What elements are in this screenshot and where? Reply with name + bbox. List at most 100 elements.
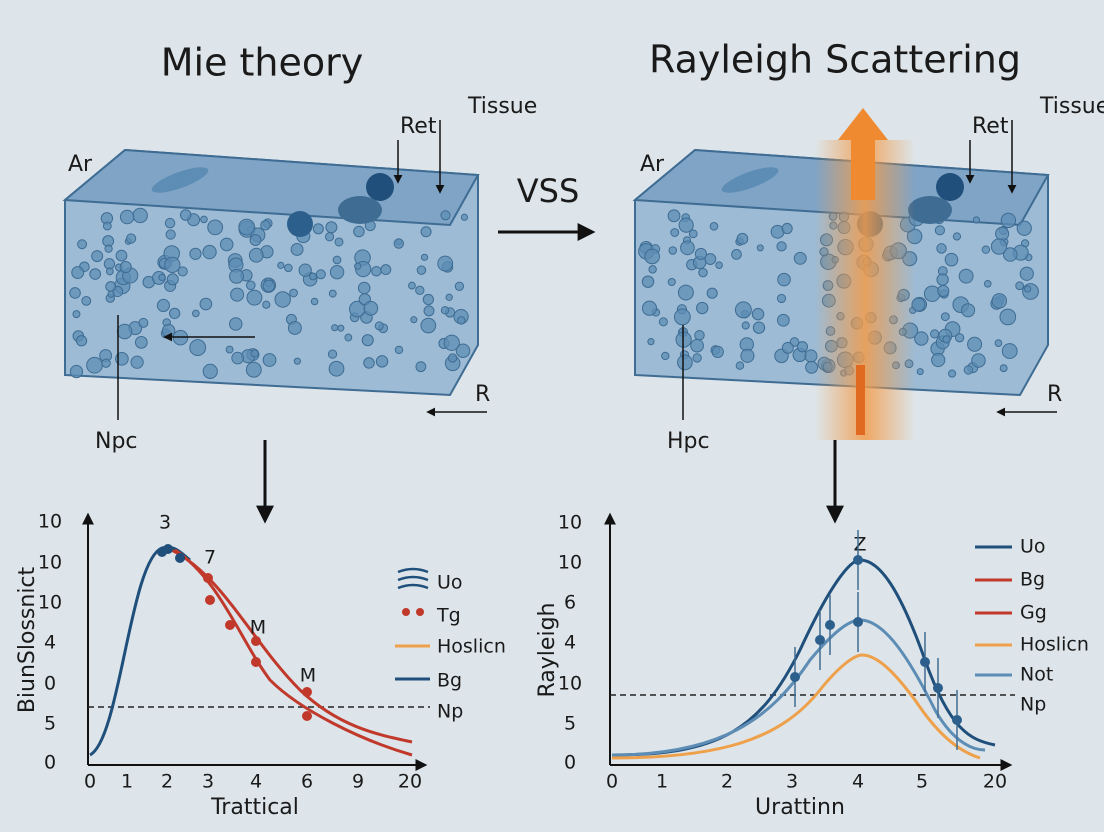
legend-key bbox=[402, 608, 410, 616]
cell bbox=[287, 320, 302, 335]
cell bbox=[940, 312, 950, 322]
cell bbox=[731, 249, 742, 260]
cell bbox=[678, 217, 694, 233]
cell bbox=[354, 262, 362, 270]
cell bbox=[328, 360, 345, 377]
cell bbox=[751, 307, 765, 321]
cell bbox=[374, 321, 384, 331]
cell bbox=[156, 298, 170, 313]
x-tick-label: 20 bbox=[983, 771, 1007, 793]
cell bbox=[89, 268, 102, 280]
y-tick-label: 6 bbox=[564, 592, 576, 614]
cell bbox=[677, 284, 694, 301]
cell bbox=[315, 269, 326, 280]
cell bbox=[972, 216, 981, 224]
cell bbox=[756, 244, 764, 252]
cell bbox=[934, 225, 945, 236]
cell bbox=[103, 258, 116, 270]
marker bbox=[952, 715, 962, 725]
cell bbox=[423, 305, 435, 317]
cell bbox=[952, 232, 962, 241]
cell bbox=[688, 229, 698, 239]
panel-label: Hpc bbox=[667, 429, 710, 454]
legend-key bbox=[397, 567, 429, 590]
cell bbox=[91, 250, 104, 263]
cell bbox=[694, 330, 705, 341]
marker bbox=[225, 620, 235, 630]
cell bbox=[337, 324, 345, 332]
cell bbox=[238, 218, 256, 236]
cell bbox=[661, 351, 670, 361]
curve bbox=[611, 618, 986, 757]
cell bbox=[930, 329, 940, 339]
curve bbox=[611, 653, 981, 760]
cell bbox=[443, 334, 460, 351]
pointers bbox=[117, 120, 1057, 420]
nucleus bbox=[287, 211, 313, 237]
y-tick-label: 5 bbox=[44, 713, 56, 735]
cell bbox=[936, 243, 947, 254]
marker bbox=[920, 657, 930, 667]
up-arrow bbox=[838, 108, 888, 200]
cell bbox=[262, 353, 277, 367]
marker bbox=[203, 573, 213, 583]
organelle bbox=[151, 167, 209, 193]
cell bbox=[698, 267, 708, 278]
cell bbox=[740, 348, 755, 363]
panel-label: Tissue bbox=[1039, 94, 1104, 119]
cell bbox=[274, 291, 291, 308]
cell bbox=[102, 221, 112, 231]
legend-label: Gg bbox=[1020, 602, 1047, 624]
cell bbox=[75, 335, 88, 347]
cell bbox=[81, 295, 92, 306]
cell bbox=[310, 297, 319, 306]
cell bbox=[752, 321, 766, 334]
legend-label: Uo bbox=[1020, 536, 1046, 558]
marker bbox=[302, 711, 312, 721]
cell bbox=[648, 265, 657, 274]
legend-label: Bg bbox=[1020, 569, 1045, 591]
y-tick-label: 5 bbox=[564, 713, 576, 735]
cell bbox=[931, 352, 946, 368]
cell bbox=[407, 281, 416, 290]
cell bbox=[991, 293, 1008, 309]
cell bbox=[1002, 247, 1018, 262]
y-axis-label: Rayleigh bbox=[535, 603, 560, 698]
x-tick-label: 0 bbox=[84, 771, 96, 793]
cell bbox=[105, 267, 114, 276]
annotation: 3 bbox=[159, 512, 171, 534]
x-axis-label: Trattical bbox=[210, 795, 299, 820]
cell bbox=[954, 333, 965, 343]
cell bbox=[219, 237, 234, 252]
cell bbox=[410, 316, 418, 324]
cell bbox=[262, 279, 276, 293]
marker bbox=[251, 636, 261, 646]
legend-label: Np bbox=[1020, 694, 1046, 716]
legend-label: Uo bbox=[437, 572, 463, 594]
marker bbox=[825, 620, 835, 630]
cell bbox=[168, 307, 181, 320]
cell bbox=[189, 247, 202, 260]
chart-axes bbox=[82, 512, 1013, 771]
marker bbox=[790, 672, 800, 682]
cell bbox=[125, 233, 137, 244]
cells bbox=[69, 167, 1039, 379]
cell bbox=[668, 246, 678, 255]
cell bbox=[200, 215, 208, 224]
cell bbox=[1019, 266, 1034, 281]
cell bbox=[327, 349, 338, 359]
cell bbox=[105, 281, 117, 292]
versus-label: VSS bbox=[517, 172, 580, 210]
cell bbox=[711, 345, 724, 359]
title: Rayleigh Scattering bbox=[649, 38, 1021, 82]
cell bbox=[776, 293, 787, 304]
cell bbox=[1022, 283, 1039, 300]
legend-label: Bg bbox=[437, 670, 462, 692]
cell bbox=[1016, 220, 1032, 236]
legend-label: Hoslicn bbox=[437, 636, 506, 658]
legend-label: Np bbox=[437, 701, 463, 723]
cell bbox=[999, 364, 1008, 373]
legend-label: Not bbox=[1020, 664, 1053, 686]
organelle bbox=[721, 167, 779, 193]
cell bbox=[166, 273, 179, 286]
